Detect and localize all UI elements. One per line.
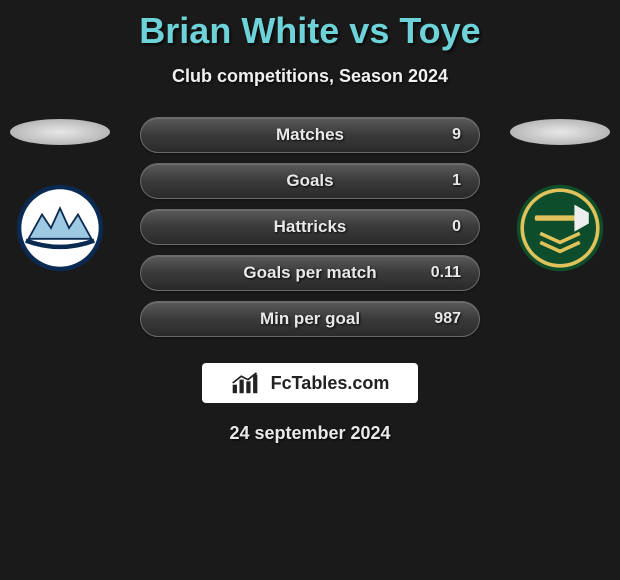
stat-row: Min per goal987 bbox=[140, 301, 480, 337]
page-title: Brian White vs Toye bbox=[0, 0, 620, 52]
stat-row: Hattricks0 bbox=[140, 209, 480, 245]
stat-value-right: 0 bbox=[427, 218, 461, 236]
stat-value-right: 987 bbox=[427, 310, 461, 328]
subtitle: Club competitions, Season 2024 bbox=[0, 66, 620, 87]
chart-icon bbox=[231, 371, 265, 395]
stats-list: Matches9 Goals1 Hattricks0 Goals per match0… bbox=[140, 117, 480, 347]
stat-value-right: 0.11 bbox=[427, 264, 461, 282]
stat-value-right: 1 bbox=[427, 172, 461, 190]
stat-value-right: 9 bbox=[427, 126, 461, 144]
whitecaps-logo bbox=[15, 183, 105, 273]
stat-row: Goals1 bbox=[140, 163, 480, 199]
comparison-area: Matches9 Goals1 Hattricks0 Goals per match0… bbox=[0, 117, 620, 357]
branding-badge: FcTables.com bbox=[202, 363, 418, 403]
date-text: 24 september 2024 bbox=[0, 423, 620, 444]
timbers-logo bbox=[515, 183, 605, 273]
player-right-avatar-placeholder bbox=[510, 119, 610, 145]
player-left-column bbox=[0, 117, 120, 273]
player-left-avatar-placeholder bbox=[10, 119, 110, 145]
branding-text: FcTables.com bbox=[271, 373, 390, 394]
stat-row: Goals per match0.11 bbox=[140, 255, 480, 291]
stat-row: Matches9 bbox=[140, 117, 480, 153]
player-right-column bbox=[500, 117, 620, 273]
